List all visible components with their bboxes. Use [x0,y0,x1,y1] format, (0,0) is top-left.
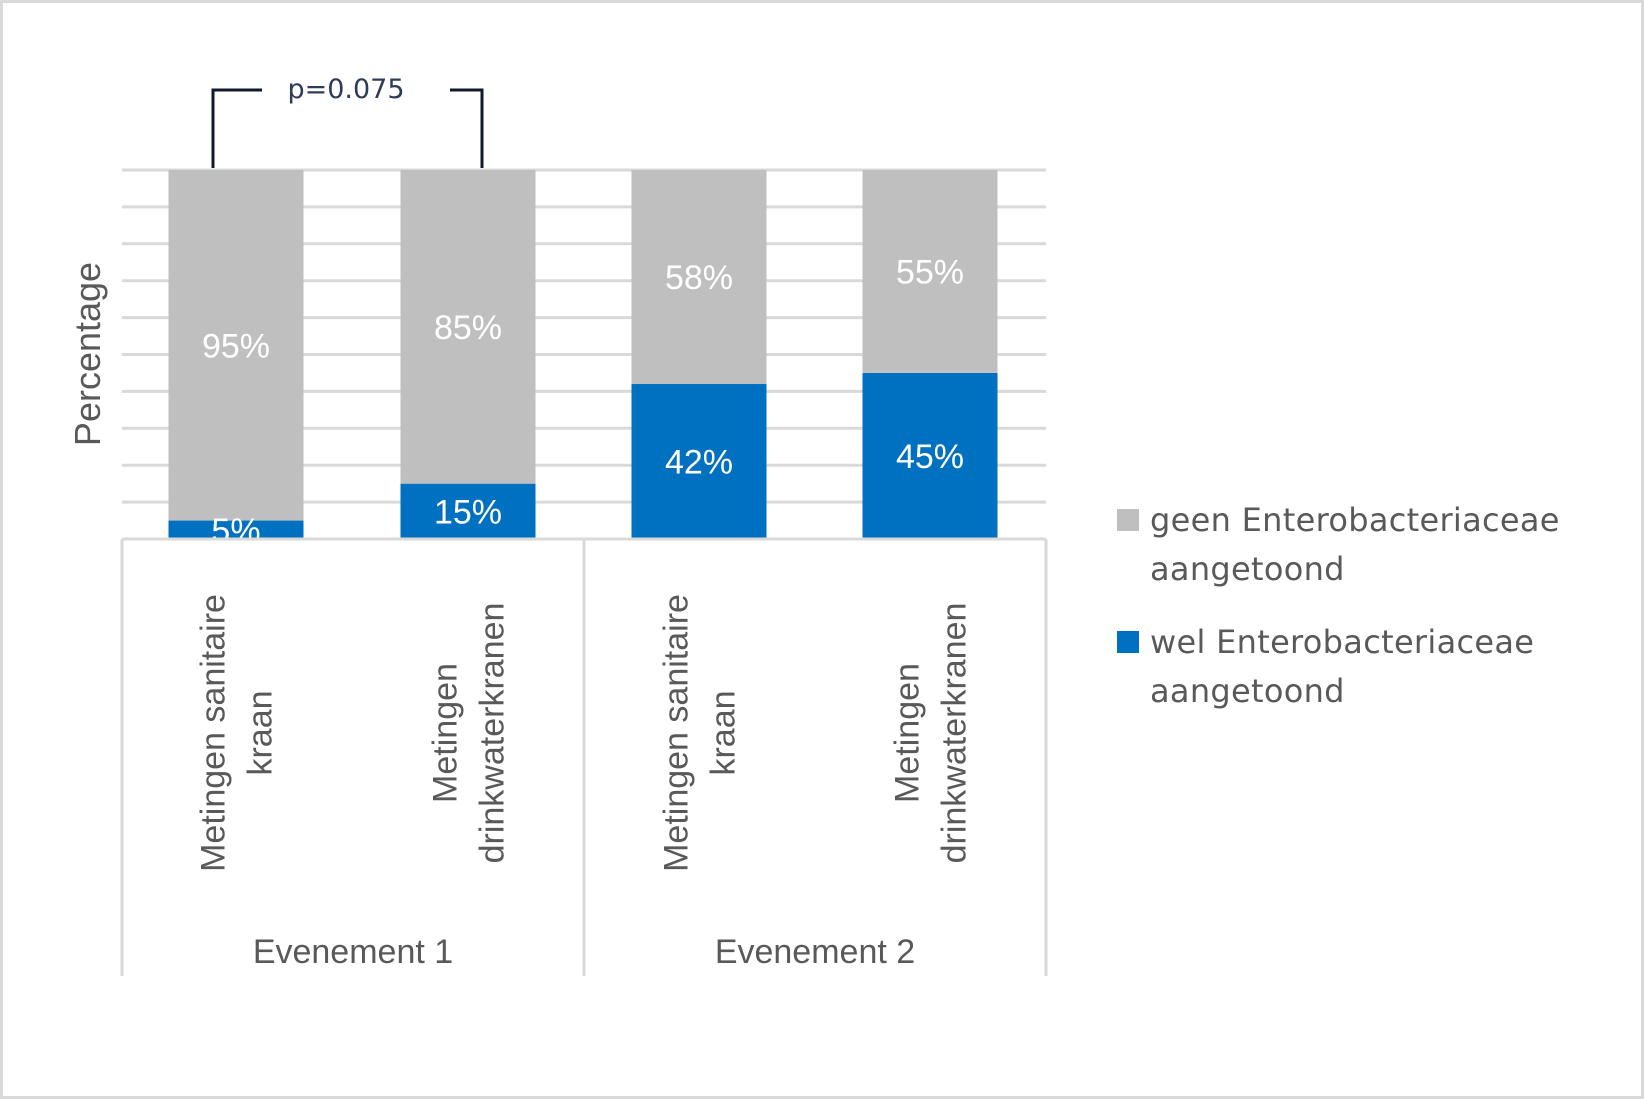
p-value-label: p=0.075 [287,74,404,105]
bar-segment-geen-1 [400,170,536,484]
x-axis: Metingen sanitaire kraan Metingen drinkwate… [120,537,1048,976]
bracket-left [211,88,262,168]
bar-segment-wel-1 [400,483,536,539]
legend-item: geen Enterobacteriaceae aangetoond [1117,496,1637,594]
category-label: Metingen sanitaire kraan [658,594,743,872]
legend-swatch [1117,509,1139,531]
bar-segment-geen-0 [168,170,304,521]
bar-segment-wel-2 [631,384,767,539]
data-label: 45% [896,438,964,476]
bar-segment-wel-3 [862,372,998,539]
bracket-right [450,88,484,168]
legend-item: wel Enterobacteriaceae aangetoond [1117,618,1637,716]
category-label-line: kraan [242,690,280,775]
data-label: 15% [434,493,502,531]
data-label: 58% [665,259,733,297]
group-label: Evenement 2 [715,933,915,971]
legend: geen Enterobacteriaceae aangetoond wel Ent… [1117,496,1637,740]
bar-segment-wel-0 [168,520,304,539]
data-label: 85% [434,309,502,347]
category-label: Metingen sanitaire kraan [195,594,280,872]
category-label-line: Metingen [427,663,465,803]
bar-segment-geen-2 [631,170,767,385]
category-label: Metingen drinkwaterkranen [427,603,512,864]
significance-annotation: p=0.075 [211,74,484,168]
data-label: 55% [896,253,964,291]
category-label-line: drinkwaterkranen [474,603,512,864]
category-label-line: drinkwaterkranen [936,603,974,864]
data-label: 95% [202,327,270,365]
legend-swatch [1117,631,1139,653]
category-label: Metingen drinkwaterkranen [889,603,974,864]
legend-label: wel Enterobacteriaceae aangetoond [1150,623,1535,710]
bars [168,170,998,539]
data-label: 42% [665,444,733,482]
category-label-line: Metingen [889,663,927,803]
category-label-line: Metingen sanitaire [195,594,233,872]
legend-label: geen Enterobacteriaceae aangetoond [1150,501,1560,588]
group-label: Evenement 1 [253,933,453,971]
y-axis-label: Percentage [67,262,108,446]
bar-segment-geen-3 [862,170,998,373]
category-label-line: Metingen sanitaire [658,594,696,872]
category-label-line: kraan [705,690,743,775]
